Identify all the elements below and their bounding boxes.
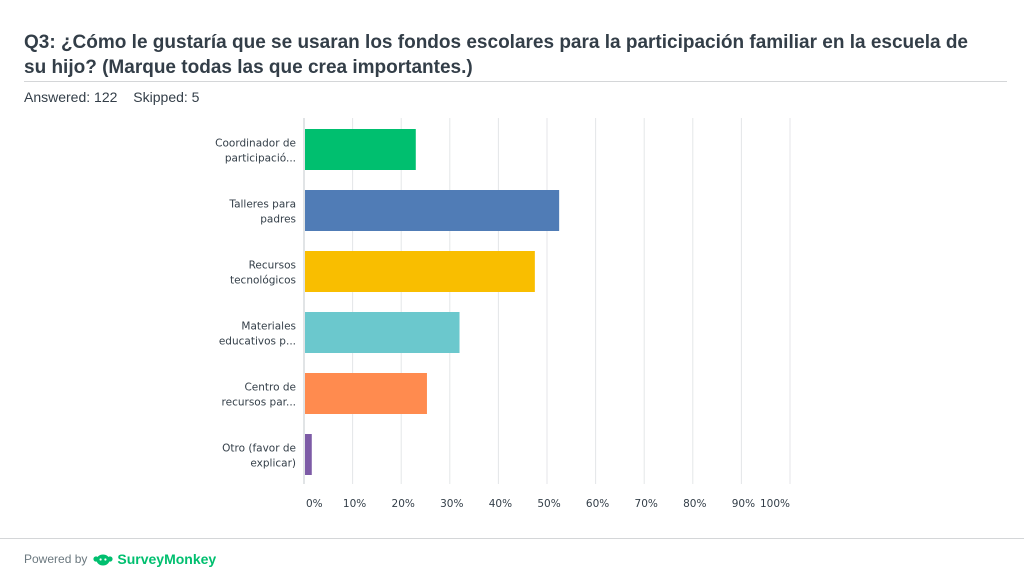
x-tick-label: 10% (343, 498, 366, 510)
x-tick-label: 30% (440, 498, 463, 510)
chart-gridlines (303, 118, 791, 484)
question-title: Q3: ¿Cómo le gustaría que se usaran los … (24, 32, 968, 78)
bar[interactable] (305, 434, 312, 475)
x-tick-label: 40% (489, 498, 512, 510)
x-tick-label: 60% (586, 498, 609, 510)
x-tick-label: 80% (683, 498, 706, 510)
bar[interactable] (305, 190, 560, 231)
footer-divider (0, 538, 1024, 539)
x-tick-label: 90% (732, 498, 755, 510)
category-label: Otro (favor de explicar) (222, 443, 296, 470)
response-stats: Answered: 122 Skipped: 5 (24, 89, 211, 105)
x-tick-label: 70% (635, 498, 658, 510)
category-labels: Coordinador de participació... Talleres pa… (215, 138, 296, 470)
x-axis-ticks: 0% 10% 20% 30% 40% 50% 60% 70% 80% 90% 100% (306, 498, 790, 510)
surveymonkey-logo-icon (93, 554, 113, 565)
footer: Powered by SurveyMonkey (24, 549, 216, 569)
category-label: Recursos tecnológicos (230, 260, 296, 287)
chart-bars (305, 129, 560, 475)
bar[interactable] (305, 373, 427, 414)
category-label: Materiales educativos p... (219, 321, 296, 348)
bar[interactable] (305, 312, 460, 353)
answered-count: Answered: 122 (24, 89, 118, 105)
category-label: Talleres para padres (228, 199, 296, 226)
category-label: Coordinador de participació... (215, 138, 296, 165)
x-tick-label: 100% (760, 498, 790, 510)
header-divider (24, 81, 1007, 82)
brand-name: SurveyMonkey (117, 551, 217, 567)
category-label: Centro de recursos par... (222, 382, 296, 409)
powered-by-text: Powered by (24, 552, 88, 566)
x-tick-label: 0% (306, 498, 323, 510)
skipped-count: Skipped: 5 (133, 89, 200, 105)
x-tick-label: 50% (537, 498, 560, 510)
bar[interactable] (305, 251, 535, 292)
x-tick-label: 20% (392, 498, 415, 510)
bar[interactable] (305, 129, 416, 170)
brand-link[interactable]: SurveyMonkey (93, 551, 216, 567)
